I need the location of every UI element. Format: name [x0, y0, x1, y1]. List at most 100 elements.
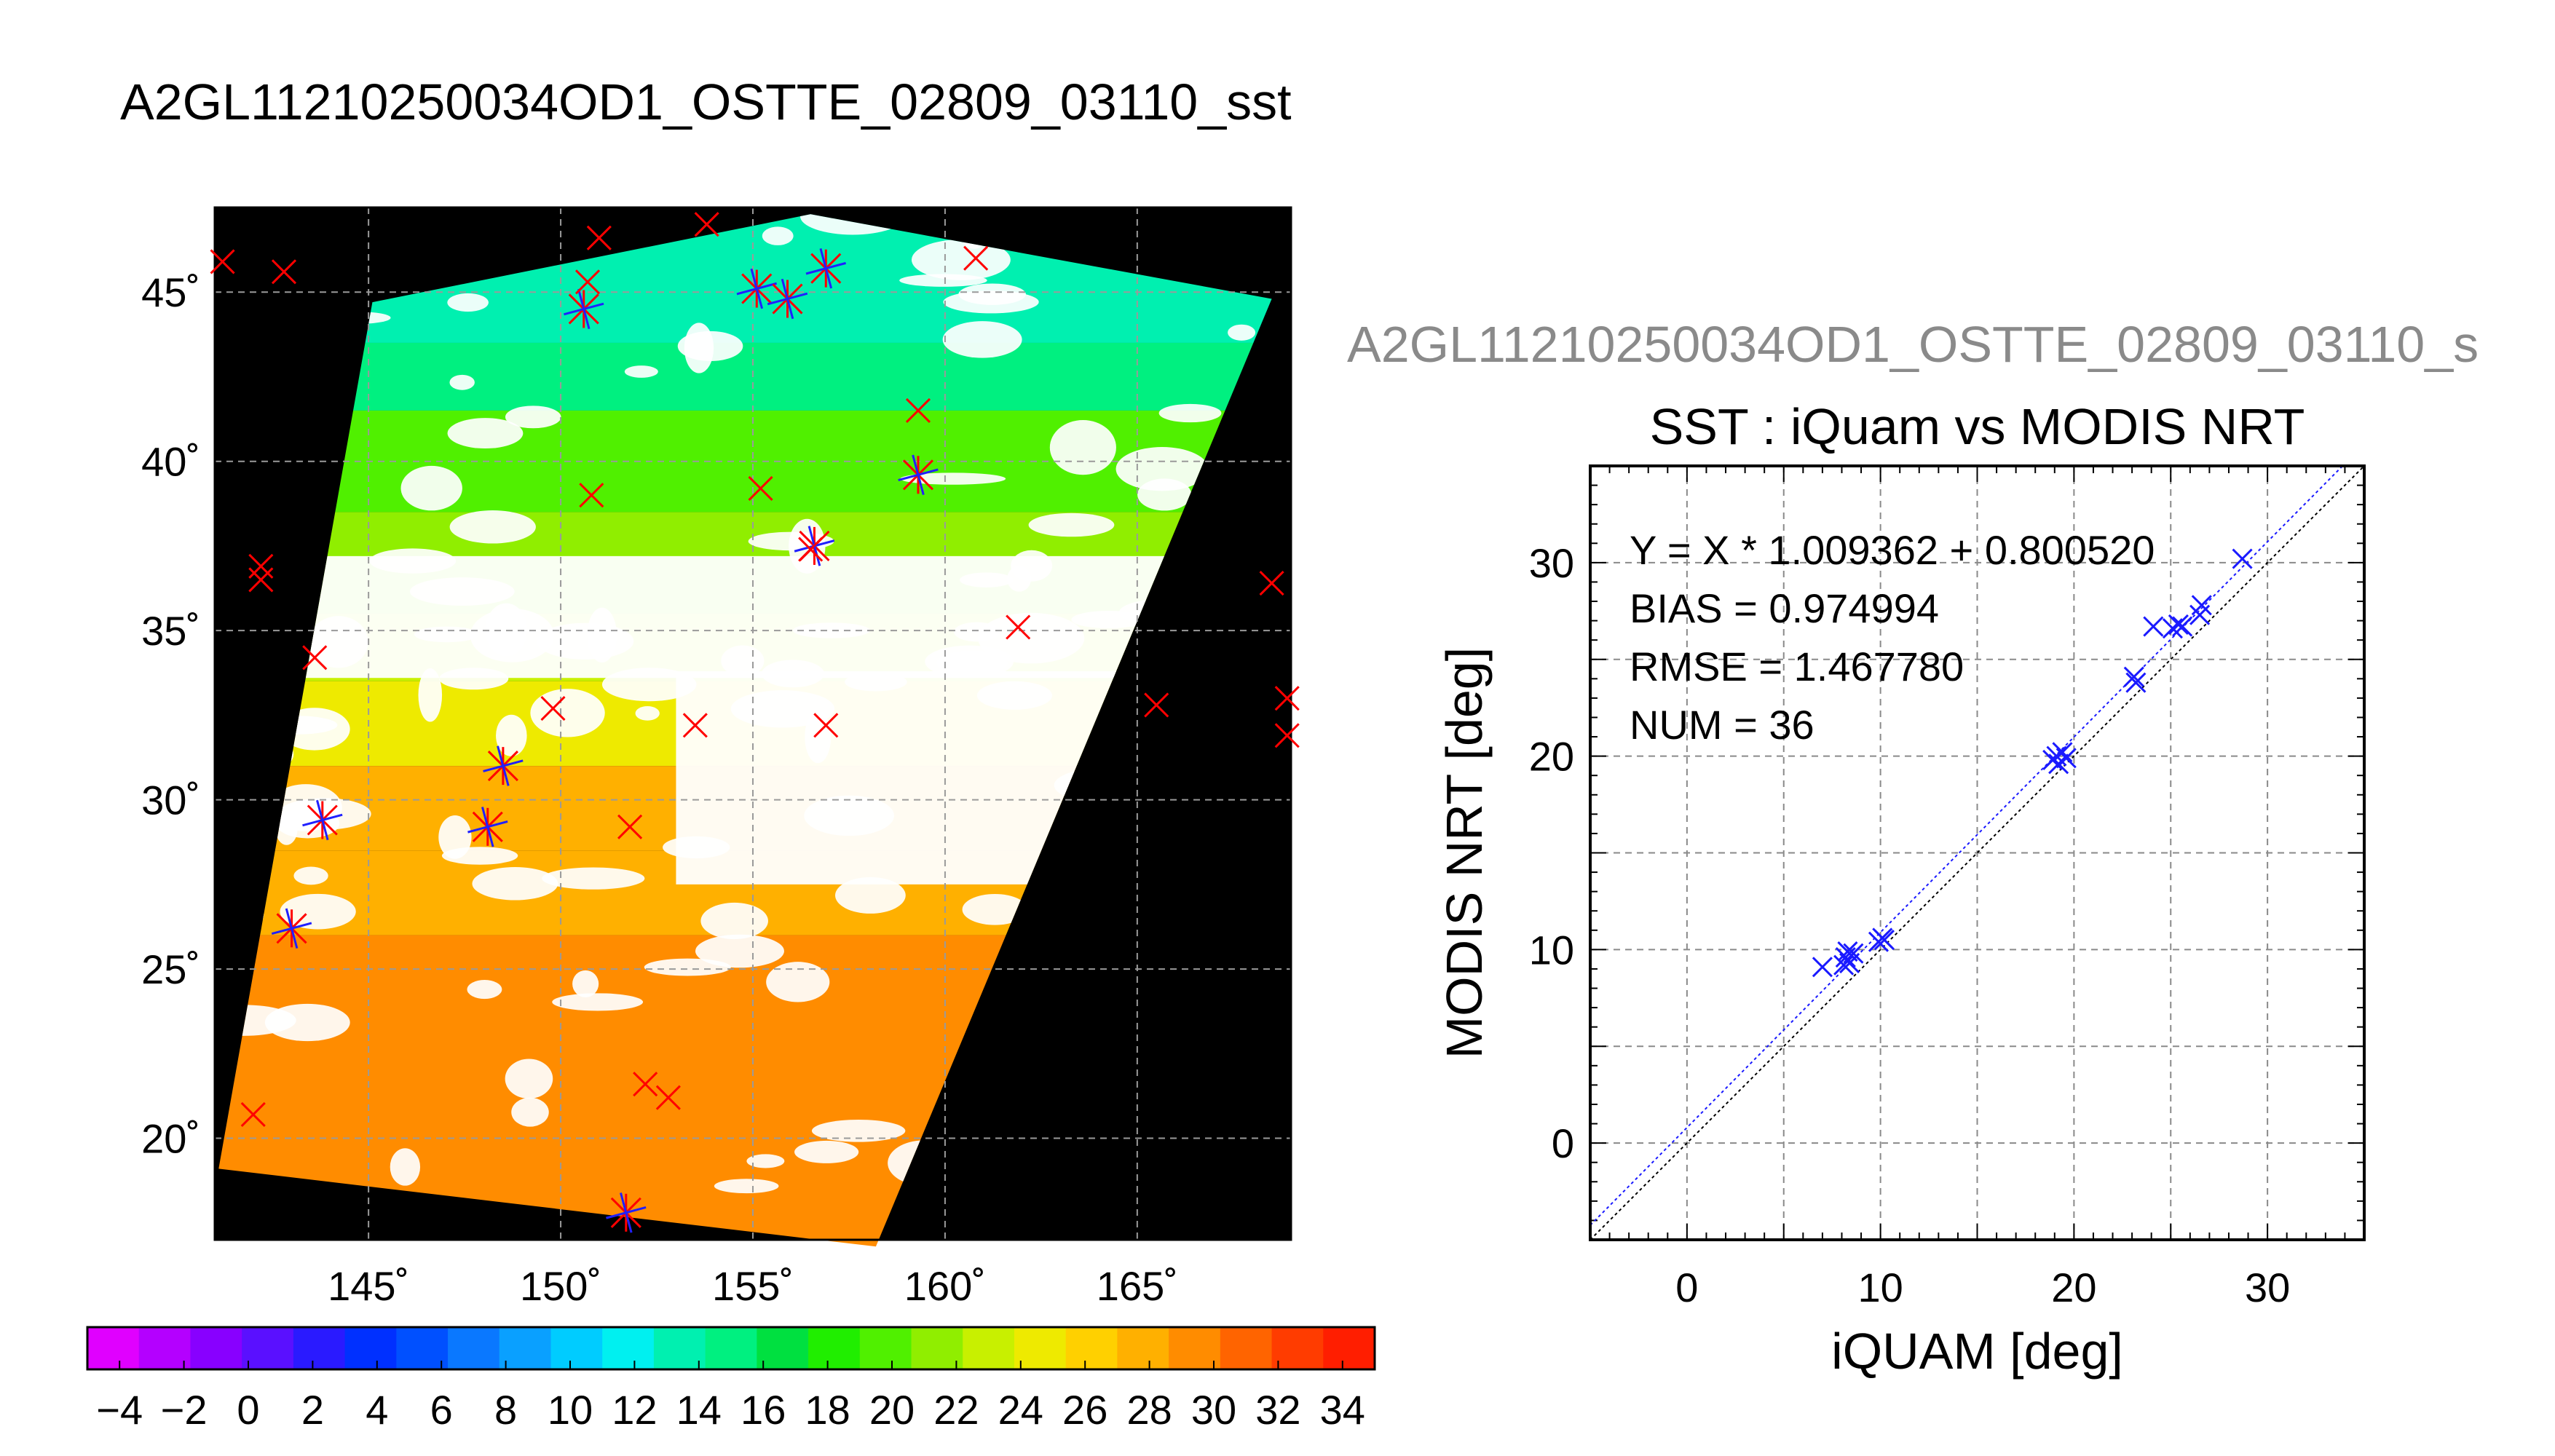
match-point-red-stroke — [1274, 686, 1300, 711]
colorbar-tick-label: 34 — [1320, 1387, 1365, 1433]
scatter-grid — [1590, 466, 2364, 1240]
cloud-patch — [695, 934, 784, 968]
scatter-point-stroke — [2143, 616, 2164, 637]
match-point-blue-stroke — [898, 468, 939, 482]
cloud-patch — [714, 1179, 779, 1194]
colorbar-tick-label: −4 — [96, 1387, 143, 1433]
colorbar-cell — [1014, 1327, 1067, 1369]
cloud-patch — [572, 970, 599, 997]
colorbar-tick-label: 6 — [430, 1387, 453, 1433]
match-point-red — [1259, 570, 1284, 596]
match-point-red — [271, 259, 297, 285]
scatter-point — [2048, 753, 2069, 775]
colorbar-tick-label: 28 — [1126, 1387, 1172, 1433]
cloud-patch — [505, 405, 561, 429]
scatter-point-stroke — [1837, 941, 1858, 962]
match-point-red — [210, 249, 235, 274]
scatter-point-stroke — [2162, 618, 2183, 639]
scatter-point — [2191, 595, 2212, 616]
match-point-blue-stroke — [302, 813, 343, 827]
scatter-point-stroke — [2125, 672, 2147, 693]
match-point-blue-stroke — [805, 261, 847, 275]
scatter-point — [1843, 943, 1864, 964]
scatter-point — [2189, 604, 2211, 625]
cloud-patch — [552, 993, 644, 1011]
colorbar-cell — [138, 1327, 191, 1369]
scatter-point — [1868, 931, 1889, 952]
scatter-point — [1839, 952, 1860, 974]
match-point-red-stroke — [210, 249, 235, 274]
colorbar-cell — [1169, 1327, 1221, 1369]
match-point-red-stroke — [248, 553, 274, 579]
colorbar-tick-label: 2 — [301, 1387, 324, 1433]
cloud-patch — [1115, 446, 1209, 491]
scatter-point-stroke — [1839, 952, 1860, 974]
scatter-point-stroke — [1833, 954, 1855, 976]
match-point-red-stroke — [1006, 614, 1031, 640]
colorbar-cell — [602, 1327, 655, 1369]
cloud-patch — [505, 1059, 553, 1099]
scatter-y-tick-label: 10 — [1529, 927, 1574, 973]
chart-title: A2GL11210250034OD1_OSTTE_02809_03110_sst — [120, 74, 1292, 130]
cloud-patch — [811, 1120, 906, 1142]
scatter-stat-annotation: NUM = 36 — [1630, 702, 1814, 748]
scatter-point-stroke — [2162, 618, 2183, 639]
match-point-red-stroke — [574, 269, 601, 295]
cloud-patch — [390, 1148, 421, 1186]
match-point-red — [540, 696, 566, 721]
match-point-red-stroke — [905, 397, 931, 424]
cloud-patch — [418, 668, 443, 722]
scatter-point-stroke — [2052, 742, 2073, 763]
colorbar-tick-label: 14 — [676, 1387, 722, 1433]
cloud-patch — [467, 980, 502, 1000]
scatter-point — [1812, 957, 1833, 978]
scatter-point — [1833, 954, 1855, 976]
scatter-point-stroke — [2046, 745, 2067, 767]
scatter-point — [2046, 745, 2067, 767]
scatter-point — [1873, 930, 1895, 951]
cloud-patch — [624, 365, 658, 378]
scatter-point-stroke — [1843, 943, 1864, 964]
match-point-red-stroke — [798, 537, 824, 562]
colorbar-tick-label: −2 — [161, 1387, 208, 1433]
match-point-blue — [271, 908, 312, 949]
colorbar-cell — [705, 1327, 757, 1369]
match-point-blue — [736, 268, 777, 309]
cloud-patch — [1228, 324, 1256, 341]
match-point-blue — [606, 1192, 647, 1233]
map-y-tick-label: 25˚ — [141, 946, 200, 992]
colorbar-tick-label: 26 — [1062, 1387, 1107, 1433]
cloud-patch — [835, 877, 906, 914]
match-point-blue — [467, 807, 508, 847]
match-point-red-stroke — [682, 713, 708, 738]
cloud-patch — [1049, 419, 1116, 475]
colorbar-cell — [808, 1327, 861, 1369]
cloud-patch — [441, 847, 518, 865]
cloud-patch — [766, 962, 830, 1002]
map-x-tick-label: 165˚ — [1097, 1263, 1178, 1309]
cloud-patch — [943, 290, 1039, 314]
colorbar-cell — [87, 1327, 140, 1369]
scatter-point-stroke — [1812, 957, 1833, 978]
scatter-x-tick-label: 20 — [2051, 1265, 2096, 1310]
scatter-ticks — [1590, 465, 2365, 1241]
colorbar-frame — [86, 1326, 1376, 1371]
colorbar-cell — [448, 1327, 500, 1369]
match-point-red — [240, 1101, 266, 1128]
match-point-red — [694, 212, 719, 237]
match-point-red — [1274, 723, 1300, 748]
scatter-title: SST : iQuam vs MODIS NRT — [1650, 398, 2305, 455]
scatter-point-stroke — [2232, 548, 2253, 569]
match-point-blue — [767, 278, 808, 320]
scatter-point-stroke — [1835, 946, 1856, 968]
scatter-point-stroke — [1872, 927, 1893, 949]
match-point-blue — [805, 248, 847, 289]
match-point-red — [682, 713, 708, 738]
scatter-point — [1872, 927, 1893, 949]
colorbar-cell — [293, 1327, 346, 1369]
cloud-patch — [677, 331, 743, 362]
scatter-x-axis-label: iQUAM [deg] — [1831, 1323, 2123, 1380]
match-point-blue-stroke — [467, 820, 508, 834]
cloud-patch — [748, 531, 834, 551]
map-y-tick-label: 20˚ — [141, 1116, 200, 1162]
